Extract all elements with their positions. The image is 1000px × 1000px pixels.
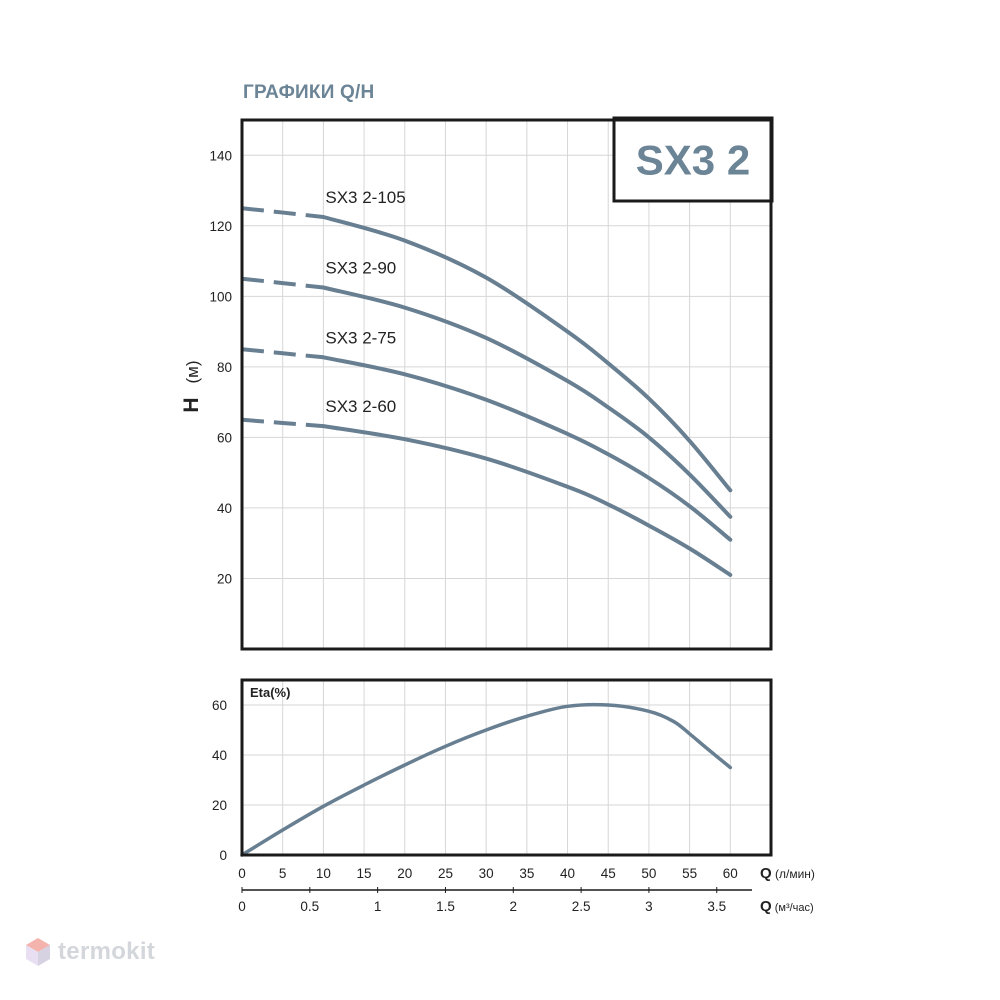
x2-tick-label: 3 [645, 899, 653, 914]
h-curve-extrapolated [241, 206, 324, 219]
y-tick-label: 20 [217, 571, 232, 586]
x-tick-label: 40 [560, 866, 575, 881]
series-label: SX3 2-90 [325, 259, 396, 278]
x-tick-label: 10 [316, 866, 331, 881]
x-tick-label: 20 [397, 866, 412, 881]
model-badge-text: SX3 2 [636, 137, 750, 184]
y-tick-label: 100 [209, 289, 232, 304]
x2-tick-label: 0 [238, 899, 246, 914]
eta-chart-frame [240, 678, 773, 857]
h-curve-series [321, 424, 733, 577]
x-tick-label: 60 [723, 866, 738, 881]
x-tick-label: 15 [357, 866, 372, 881]
series-label: SX3 2-60 [325, 397, 396, 416]
x2-tick-label: 1 [374, 899, 382, 914]
x-tick-label: 45 [601, 866, 616, 881]
x-tick-label: 55 [682, 866, 697, 881]
h-curve-extrapolated [241, 276, 324, 290]
x-axis-title-m3h: Q (м³/час) [760, 898, 814, 915]
y-tick-label: 40 [212, 748, 227, 763]
x-axis-title-lmin: Q (л/мин) [760, 865, 815, 882]
x2-tick-label: 2 [510, 899, 518, 914]
watermark-text: termokit [58, 938, 156, 965]
y-tick-label: 0 [219, 848, 227, 863]
x-tick-label: 30 [479, 866, 494, 881]
x-tick-label: 50 [641, 866, 656, 881]
x-tick-label: 25 [438, 866, 453, 881]
y-tick-label: 80 [217, 360, 232, 375]
x-tick-label: 0 [238, 866, 246, 881]
eta-axis-title: Eta(%) [250, 685, 290, 700]
series-label: SX3 2-75 [325, 328, 396, 347]
y-tick-label: 60 [217, 430, 232, 445]
x2-tick-label: 2.5 [572, 899, 591, 914]
x2-tick-label: 3.5 [707, 899, 726, 914]
h-curve-series [321, 355, 733, 542]
x-tick-label: 35 [519, 866, 534, 881]
series-label: SX3 2-105 [325, 188, 405, 207]
h-curve-extrapolated [241, 347, 324, 360]
model-badge-box [612, 116, 774, 203]
y-axis-title-h: H [180, 397, 203, 412]
y-tick-label: 140 [209, 148, 232, 163]
x-tick-label: 5 [279, 866, 287, 881]
eta-curve [240, 702, 733, 857]
y-axis-unit-h: (м) [183, 360, 202, 383]
y-tick-label: 40 [217, 501, 232, 516]
y-tick-label: 60 [212, 698, 227, 713]
h-curve-extrapolated [241, 417, 324, 429]
h-curve-series [321, 215, 733, 493]
y-tick-label: 120 [209, 219, 232, 234]
x2-tick-label: 1.5 [436, 899, 455, 914]
h-curve-series [321, 285, 733, 519]
cube-icon [26, 938, 50, 966]
x2-tick-label: 0.5 [300, 899, 319, 914]
page-title: ГРАФИКИ Q/H [243, 82, 375, 103]
h-chart-frame [240, 118, 773, 651]
y-tick-label: 20 [212, 798, 227, 813]
watermark-logo: termokit [24, 936, 155, 968]
